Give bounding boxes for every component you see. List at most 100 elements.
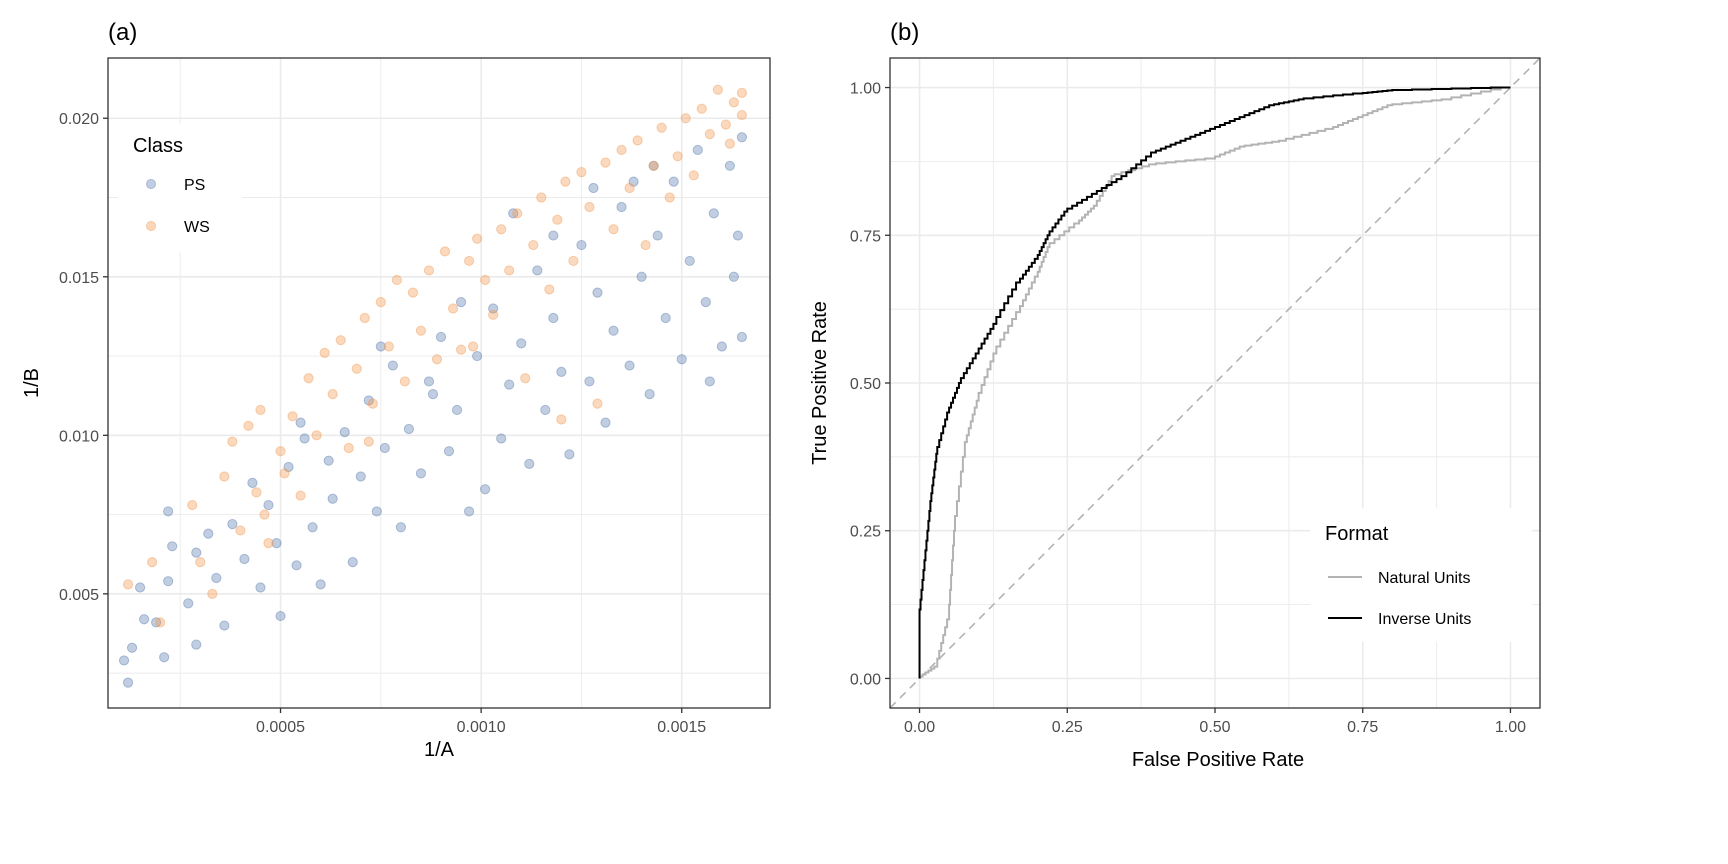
point-ws: [704, 128, 715, 140]
point-ws: [463, 255, 475, 267]
point-ps: [327, 493, 338, 504]
point-ps: [387, 360, 398, 371]
point-ws: [319, 347, 330, 358]
point-ps: [608, 325, 619, 336]
point-ps: [532, 265, 543, 276]
point-ps: [315, 579, 326, 590]
point-ps: [443, 446, 455, 457]
point-ps: [576, 239, 587, 251]
point-ws: [439, 246, 451, 257]
point-ws: [431, 354, 443, 365]
point-ws: [512, 208, 523, 219]
point-ps: [371, 506, 382, 517]
legend-label-ws: WS: [184, 219, 210, 236]
y-tick-label: 0.75: [850, 228, 881, 245]
point-ws: [219, 471, 230, 482]
legend-class: Class PS WS: [118, 124, 242, 252]
point-ws: [311, 430, 322, 441]
point-ps: [307, 522, 318, 533]
point-ps: [644, 388, 655, 400]
point-ws: [632, 135, 643, 146]
point-ps: [203, 528, 214, 539]
point-ps: [134, 582, 146, 593]
point-ws: [608, 224, 619, 235]
point-ps: [463, 506, 475, 517]
y-axis-title-b: True Positive Rate: [809, 301, 831, 465]
point-ws: [616, 144, 627, 156]
point-ws: [351, 363, 362, 374]
point-ws: [367, 398, 378, 409]
point-ps: [488, 303, 499, 314]
point-ps: [167, 541, 178, 552]
point-ps: [508, 208, 519, 219]
point-ws: [472, 233, 483, 244]
point-ws: [736, 109, 748, 121]
point-ps: [375, 341, 386, 352]
point-ps: [676, 354, 687, 365]
point-ws: [728, 97, 739, 108]
point-ps: [211, 572, 222, 584]
point-ws: [584, 201, 595, 213]
point-ws: [536, 192, 547, 203]
point-ps: [191, 547, 202, 558]
point-ps: [648, 160, 659, 171]
point-ws: [736, 87, 748, 98]
point-ps: [379, 442, 390, 454]
point-ws: [343, 442, 354, 454]
point-ws: [520, 373, 531, 384]
x-tick-label: 0.50: [1199, 719, 1230, 736]
point-ps: [118, 655, 130, 666]
point-ws: [287, 411, 298, 422]
point-ws: [383, 341, 394, 352]
point-ps: [524, 458, 535, 469]
point-ws: [672, 151, 683, 162]
point-ws: [327, 388, 338, 400]
point-ws: [359, 312, 370, 324]
point-ps: [652, 230, 663, 241]
point-ps: [660, 312, 671, 324]
point-ws: [504, 265, 515, 276]
y-tick-label: 0.50: [850, 376, 881, 393]
x-tick-label: 1.00: [1495, 719, 1526, 736]
point-ws: [600, 157, 611, 168]
point-ws: [407, 287, 419, 298]
point-ps: [684, 255, 695, 267]
point-ws: [263, 538, 274, 549]
point-ps: [263, 499, 274, 511]
point-ws: [399, 376, 410, 387]
x-tick-label: 0.00: [904, 719, 935, 736]
point-ps: [339, 427, 350, 438]
roc-line-inverse-units: [918, 86, 1511, 679]
point-ps: [516, 338, 527, 349]
point-ps: [451, 404, 463, 416]
legend-title: Format: [1325, 523, 1389, 545]
point-ws: [664, 192, 675, 203]
point-ws: [227, 436, 238, 447]
point-ws: [656, 122, 667, 133]
point-ws: [688, 170, 699, 181]
point-ps: [455, 297, 467, 308]
point-ps: [564, 449, 575, 460]
point-ps: [480, 484, 491, 495]
point-ps: [724, 160, 735, 171]
point-ps: [592, 287, 603, 298]
panel-b-label: (b): [890, 19, 919, 46]
point-ps: [472, 350, 483, 362]
point-ps: [692, 144, 703, 156]
y-tick-label: 1.00: [850, 81, 881, 98]
point-ps: [219, 620, 230, 631]
point-ps: [700, 297, 711, 308]
point-ws: [480, 274, 491, 286]
point-ws: [275, 446, 286, 457]
point-ws: [592, 398, 603, 409]
point-ws: [243, 420, 254, 431]
point-ws: [720, 119, 731, 130]
point-ps: [435, 331, 447, 343]
x-axis-title-b: False Positive Rate: [1132, 749, 1304, 771]
point-ps: [363, 395, 374, 406]
y-tick-label: 0.25: [850, 524, 881, 541]
point-ps: [588, 182, 599, 194]
point-ws: [568, 255, 579, 267]
x-tick-label: 0.0005: [256, 719, 305, 736]
point-ws: [363, 436, 374, 447]
